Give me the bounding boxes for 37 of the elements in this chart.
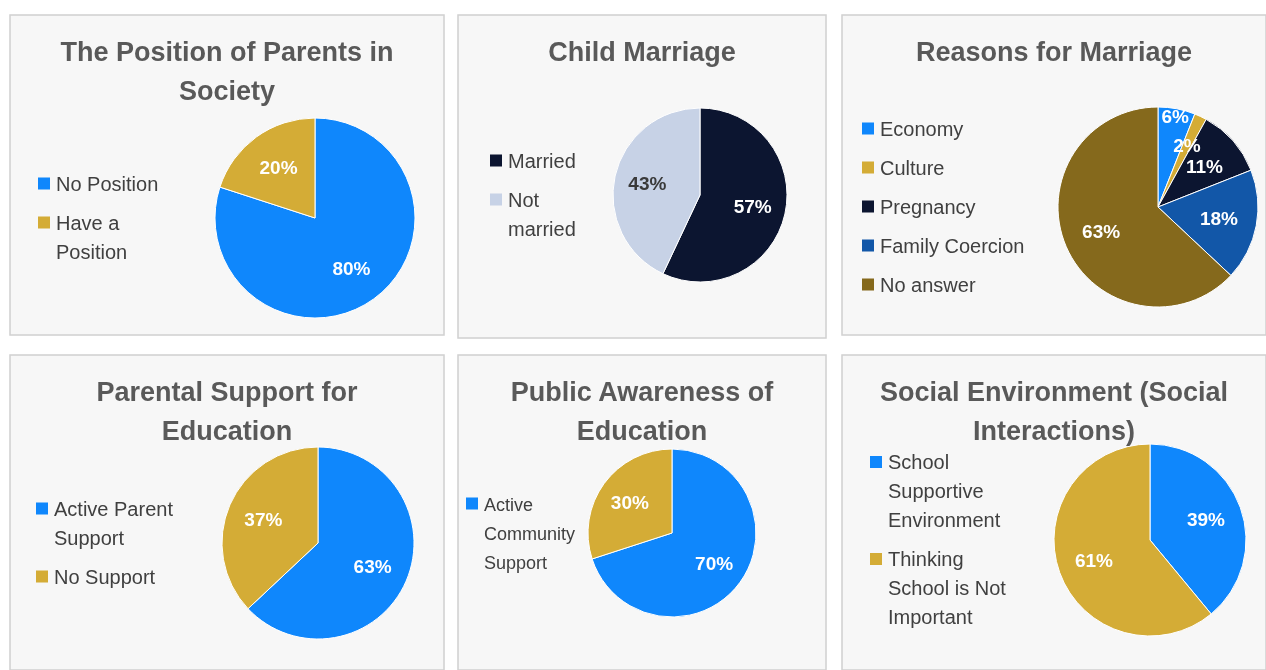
pie-slice [591, 448, 757, 618]
legend-label: Family Coercion [880, 234, 1025, 257]
legend-label: No answer [880, 273, 976, 296]
legend-label: No Support [54, 565, 156, 588]
chart-title: Social Environment (Social Interactions) [879, 377, 1229, 446]
legend-label: School Supportive Environment [888, 451, 1001, 531]
data-label: 11% [1186, 155, 1224, 177]
data-label: 6% [1161, 106, 1190, 128]
data-label: 30% [610, 492, 649, 514]
chart-title: The Position of Parents in Society [60, 37, 394, 106]
legend-label: Active Community Support [484, 494, 576, 573]
data-label: 63% [353, 556, 392, 578]
data-label: 18% [1199, 208, 1239, 230]
legend-label: Culture [880, 156, 945, 179]
legend-label: Active Parent Support [54, 497, 174, 549]
legend-label: Thinking School is Not Important [888, 548, 1007, 628]
legend-label: Pregnancy [880, 195, 976, 218]
data-label: 39% [1186, 509, 1226, 531]
data-label: 63% [1082, 221, 1121, 243]
chart-title: Parental Support for Education [96, 377, 358, 446]
legend-label: Economy [880, 117, 964, 140]
data-label: 70% [695, 553, 734, 575]
data-label: 37% [244, 509, 283, 531]
legend-label: No Position [56, 172, 159, 195]
data-label: 43% [628, 172, 667, 194]
data-label: 57% [733, 196, 772, 218]
data-label: 61% [1074, 549, 1114, 571]
data-label: 80% [332, 257, 371, 279]
chart-title: Child Marriage [548, 37, 736, 67]
data-label: 20% [259, 157, 298, 179]
data-label: 2% [1173, 135, 1201, 157]
chart-title: Public Awareness of Education [510, 377, 775, 446]
legend-label: Not married [508, 188, 576, 240]
legend-label: Have a Position [56, 211, 128, 263]
legend-label: Married [508, 149, 576, 172]
text: Reasons for Marriage [915, 37, 1193, 67]
pie-slice [214, 117, 416, 319]
